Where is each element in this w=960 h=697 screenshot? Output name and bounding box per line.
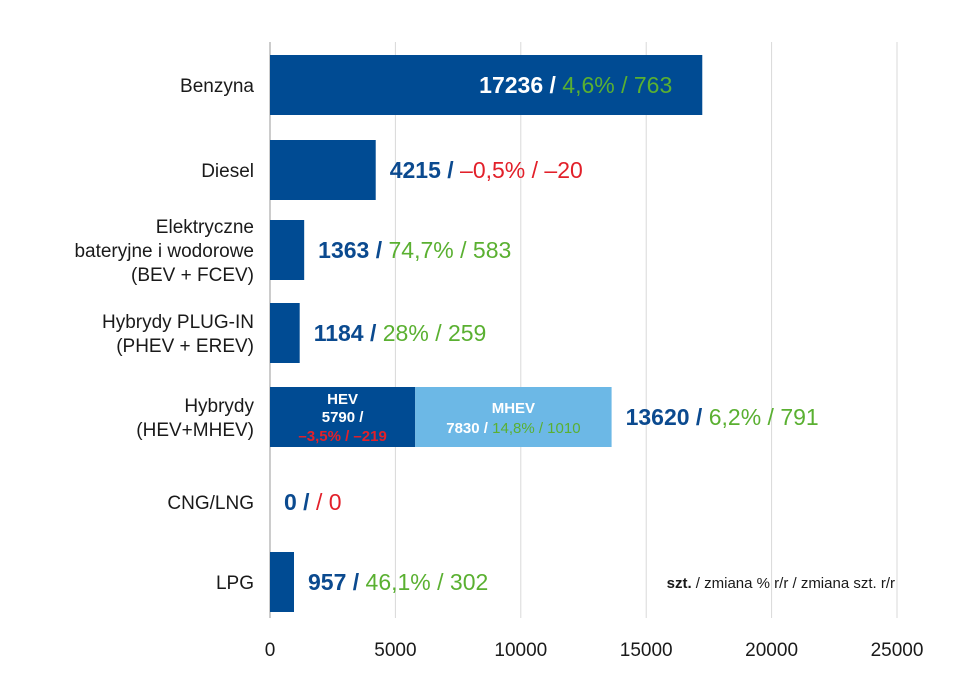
segment-sep: /	[480, 420, 493, 437]
segment-value: 7830	[446, 420, 479, 437]
value-number: 957	[308, 569, 346, 595]
x-tick-label: 15000	[620, 640, 673, 661]
value-number: 1363	[318, 237, 369, 263]
x-tick-label: 20000	[745, 640, 798, 661]
category-label-line: Hybrydy PLUG-IN	[102, 312, 254, 333]
gridlines	[269, 42, 898, 618]
value-change: –0,5% / –20	[460, 157, 583, 183]
value-label: 1184 / 28% / 259	[314, 320, 487, 346]
x-tick-label: 0	[265, 640, 276, 661]
x-tick-label: 10000	[494, 640, 547, 661]
value-change: 74,7% / 583	[389, 237, 512, 263]
value-sep: /	[690, 404, 709, 430]
category-label-line: CNG/LNG	[167, 493, 254, 514]
value-label: 0 / / 0	[284, 489, 342, 515]
segment-name: MHEV	[492, 400, 535, 417]
value-change: / 0	[316, 489, 342, 515]
value-sep: /	[364, 320, 383, 346]
segment-label: 7830 / 14,8% / 1010	[446, 420, 580, 437]
category-label-line: Hybrydy	[184, 396, 254, 417]
value-label: 13620 / 6,2% / 791	[626, 404, 819, 430]
category-label: LPG	[216, 573, 254, 594]
category-label-line: Elektryczne	[156, 217, 254, 238]
bar	[270, 552, 295, 612]
category-label-line: (PHEV + EREV)	[116, 336, 254, 357]
value-sep: /	[346, 569, 365, 595]
bars	[270, 55, 703, 612]
value-sep: /	[297, 489, 316, 515]
bar	[270, 303, 300, 363]
segment-name: HEV	[327, 391, 358, 408]
x-axis-ticks: 0 5000 10000 15000 20000 25000	[265, 640, 924, 661]
category-label-line: bateryjne i wodorowe	[74, 241, 254, 262]
value-label: 4215 / –0,5% / –20	[390, 157, 583, 183]
value-number: 4215	[390, 157, 441, 183]
segment-value: 5790 /	[322, 409, 365, 426]
value-number: 17236	[479, 72, 543, 98]
units-note-bold: szt.	[667, 575, 692, 592]
segment-change: –3,5% / –219	[298, 428, 386, 445]
category-label: Diesel	[201, 161, 254, 182]
bar	[270, 55, 703, 115]
category-label: Hybrydy (HEV+MHEV)	[136, 396, 254, 441]
bar-segment-mhev	[415, 387, 612, 447]
segment-change: 14,8% / 1010	[492, 420, 580, 437]
category-label-line: (BEV + FCEV)	[131, 265, 254, 286]
category-label: Hybrydy PLUG-IN (PHEV + EREV)	[102, 312, 254, 357]
bar-segment-hev	[270, 387, 416, 447]
value-change: 28% / 259	[383, 320, 487, 346]
bar	[270, 140, 376, 200]
x-tick-label: 5000	[374, 640, 416, 661]
value-change: 46,1% / 302	[366, 569, 489, 595]
value-label: 17236 / 4,6% / 763	[479, 72, 672, 98]
value-sep: /	[543, 72, 562, 98]
units-note: szt. / zmiana % r/r / zmiana szt. r/r	[667, 575, 895, 592]
value-number: 0	[284, 489, 297, 515]
category-label-line: (HEV+MHEV)	[136, 420, 254, 441]
units-note-rest: / zmiana % r/r / zmiana szt. r/r	[692, 575, 895, 592]
category-label: CNG/LNG	[167, 493, 254, 514]
category-label: Benzyna	[180, 76, 254, 97]
value-sep: /	[369, 237, 388, 263]
value-sep: /	[441, 157, 460, 183]
value-change: 6,2% / 791	[709, 404, 819, 430]
value-label: 957 / 46,1% / 302	[308, 569, 488, 595]
value-change: 4,6% / 763	[562, 72, 672, 98]
value-label: 1363 / 74,7% / 583	[318, 237, 511, 263]
category-label-line: LPG	[216, 573, 254, 594]
value-number: 13620	[626, 404, 690, 430]
category-label: Elektryczne bateryjne i wodorowe (BEV + FC…	[74, 217, 254, 286]
x-tick-label: 25000	[871, 640, 924, 661]
category-label-line: Benzyna	[180, 76, 254, 97]
value-number: 1184	[314, 320, 364, 346]
category-labels: Benzyna Diesel Elektryczne bateryjne i wodo…	[74, 76, 254, 594]
category-label-line: Diesel	[201, 161, 254, 182]
data-labels: 17236 / 4,6% / 763 4215 / –0,5% / –20 1363…	[284, 72, 819, 595]
bar	[270, 220, 305, 280]
